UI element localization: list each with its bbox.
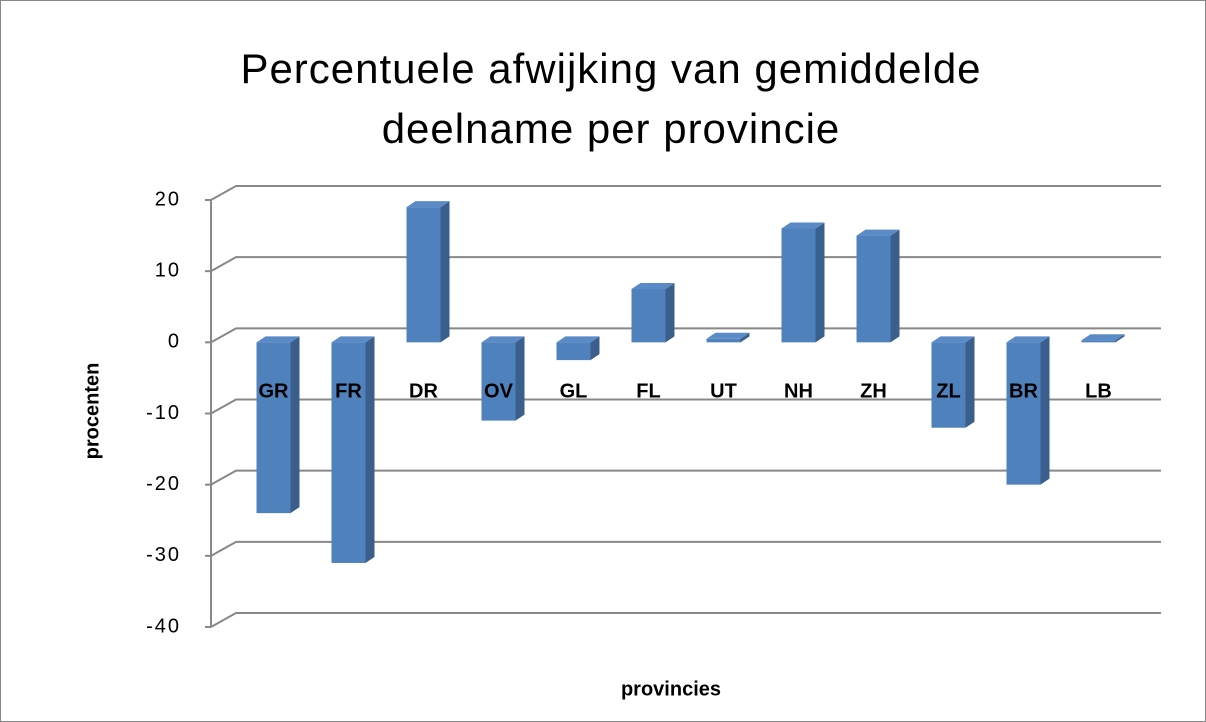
- bar-side: [965, 336, 975, 428]
- bar-top: [631, 282, 675, 289]
- bar-front: [256, 342, 291, 514]
- y-tick-label: -20: [146, 473, 181, 495]
- bar: [856, 229, 900, 343]
- bar-front: [781, 228, 816, 343]
- grid-line: [210, 612, 1161, 628]
- bar: [406, 201, 450, 343]
- bar-side: [890, 229, 900, 343]
- bar-side: [665, 282, 675, 343]
- bar-top: [856, 229, 900, 236]
- grid-line: [210, 469, 1161, 486]
- bar: [781, 222, 825, 343]
- x-tick-label: GL: [560, 381, 588, 403]
- bar-front: [631, 288, 666, 343]
- bar-front: [1006, 342, 1041, 485]
- bar-top: [931, 336, 975, 343]
- x-tick-label: ZH: [860, 381, 887, 403]
- bar-top: [481, 336, 525, 343]
- y-tick-label: 10: [155, 259, 181, 281]
- bar-front: [406, 207, 441, 343]
- bar-top: [706, 332, 750, 339]
- chart-title: Percentuele afwijking van gemiddelde dee…: [240, 45, 982, 152]
- y-tick-label: -30: [146, 544, 181, 566]
- grid-line: [210, 256, 1161, 273]
- x-tick-label: UT: [710, 381, 737, 403]
- x-tick-label: LB: [1085, 381, 1112, 403]
- bar-side: [740, 332, 750, 343]
- bar: [556, 336, 600, 361]
- bar-side: [365, 336, 375, 563]
- x-tick-label: GR: [259, 381, 290, 403]
- x-tick-label: BR: [1009, 381, 1038, 403]
- bar-side: [815, 222, 825, 343]
- x-tick-label: NH: [784, 381, 813, 403]
- bar: [256, 336, 300, 514]
- bar-top: [331, 336, 375, 343]
- bar: [706, 332, 750, 343]
- y-tick-label: 20: [155, 188, 181, 210]
- x-tick-label: OV: [484, 381, 514, 403]
- bar-top: [556, 336, 600, 343]
- bar-front: [706, 338, 741, 343]
- bar-top: [1081, 334, 1125, 341]
- y-tick-label: -10: [146, 402, 181, 424]
- bar-top: [406, 201, 450, 208]
- bar-side: [515, 336, 525, 421]
- x-axis-title: provincies: [621, 678, 721, 700]
- bar-front: [331, 342, 366, 563]
- bar-front: [931, 342, 966, 428]
- grid-line: [210, 185, 1161, 201]
- bar: [331, 336, 375, 563]
- grid-line: [210, 398, 1161, 415]
- bar-front: [481, 342, 516, 421]
- bar-front: [856, 235, 891, 343]
- bar-side: [440, 201, 450, 343]
- bar-top: [781, 222, 825, 229]
- bar: [481, 336, 525, 421]
- bar-top: [1006, 336, 1050, 343]
- bar-top: [256, 336, 300, 343]
- y-tick-label: -40: [146, 615, 181, 637]
- x-tick-label: FR: [335, 381, 362, 403]
- bar: [1081, 334, 1125, 343]
- bar-front: [556, 342, 591, 361]
- bar: [1006, 336, 1050, 485]
- x-tick-label: ZL: [936, 381, 960, 403]
- grid-line: [210, 540, 1161, 557]
- bar: [931, 336, 975, 428]
- bar-front: [1081, 340, 1116, 343]
- bar-side: [1040, 336, 1050, 485]
- y-tick-label: 0: [168, 331, 181, 353]
- bar-side: [290, 336, 300, 514]
- y-axis-title: procenten: [81, 363, 103, 460]
- x-tick-label: FL: [636, 381, 660, 403]
- bar: [631, 282, 675, 343]
- grid-line: [210, 327, 1161, 344]
- bar-side: [1115, 334, 1125, 343]
- x-tick-label: DR: [409, 381, 438, 403]
- bar-side: [590, 336, 600, 361]
